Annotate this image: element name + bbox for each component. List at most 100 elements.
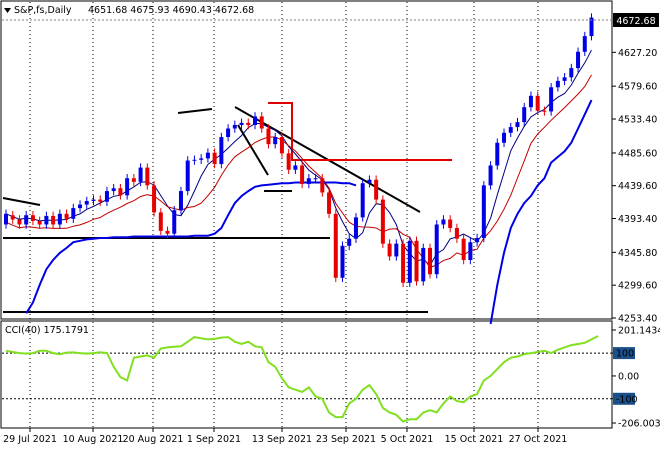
candle-body (333, 213, 338, 278)
candles (4, 13, 594, 288)
candle-body (118, 188, 123, 196)
candle-body (569, 68, 574, 78)
candle-body (192, 159, 197, 161)
price-tick-label: 4439.60 (618, 181, 657, 192)
current-price-badge (613, 13, 659, 27)
price-tick-label: 4393.40 (618, 214, 657, 225)
candle-body (414, 240, 419, 282)
candle-body (515, 122, 520, 128)
candle-body (542, 110, 547, 112)
drawn-lines (2, 102, 452, 313)
candle-body (488, 165, 493, 186)
candle-body (145, 167, 150, 186)
candle-body (30, 215, 35, 221)
candle-body (293, 165, 298, 170)
chart-ohlc-values: 4651.68 4675.93 4690.43 4672.68 (88, 5, 254, 16)
candle-body (91, 199, 96, 202)
candle-body (495, 142, 500, 166)
mid-moving-average (5, 74, 592, 268)
candle-body (448, 219, 453, 229)
candle-body (475, 237, 480, 243)
candle-body (313, 178, 318, 180)
candle-body (17, 219, 22, 225)
candle-body (360, 183, 365, 218)
price-tick-label: 4299.60 (618, 281, 657, 292)
time-tick-label: 27 Oct 2021 (509, 434, 568, 445)
chart-symbol-title: S&P,fs,Daily (14, 5, 72, 16)
candle-body (576, 51, 581, 69)
candle-body (266, 128, 271, 145)
price-tick-label: 4579.60 (618, 82, 657, 93)
price-tick-label: 4345.80 (618, 248, 657, 259)
time-tick-label: 29 Jul 2021 (3, 434, 57, 445)
candle-body (226, 128, 231, 138)
candle-body (253, 116, 258, 125)
candle-body (582, 36, 587, 52)
candle-body (57, 213, 62, 225)
slow-moving-average-recovery (489, 99, 593, 325)
candle-body (37, 220, 42, 225)
time-tick-label: 23 Sep 2021 (316, 434, 376, 445)
cci-line (5, 335, 599, 423)
candle-body (84, 201, 89, 205)
candle-body (205, 152, 210, 159)
candle-body (178, 191, 183, 211)
price-axis: 4627.20 4579.60 4533.40 4485.60 4439.60 4393.… (612, 48, 657, 325)
candle-body (340, 245, 345, 278)
candle-body (327, 192, 332, 214)
time-tick-label: 5 Oct 2021 (381, 434, 434, 445)
candle-body (468, 242, 473, 261)
candle-body (306, 178, 311, 184)
red-resistance-level (268, 102, 452, 161)
candle-body (185, 160, 190, 192)
time-tick-label: 1 Sep 2021 (187, 434, 241, 445)
candle-body (434, 224, 439, 275)
candle-body (219, 137, 224, 165)
price-tick-label: 4627.20 (618, 48, 657, 59)
candle-body (10, 215, 15, 220)
cci-tick-label: -206.0037 (618, 419, 660, 430)
candle-body (286, 153, 291, 170)
chevron-down-icon[interactable] (4, 8, 11, 13)
candle-body (522, 107, 527, 123)
candle-body (380, 199, 385, 244)
candle-body (555, 80, 560, 88)
candle-body (165, 230, 170, 234)
candle-body (441, 219, 446, 225)
cci-tick-label: 201.1434 (618, 326, 660, 337)
time-tick-label: 10 Aug 2021 (63, 434, 124, 445)
candle-body (44, 215, 49, 225)
candle-body (320, 178, 325, 193)
candle-body (111, 188, 116, 192)
candle-body (78, 204, 83, 209)
candle-body (125, 178, 130, 196)
candle-body (64, 213, 69, 219)
candle-body (401, 243, 406, 283)
candle-body (508, 127, 513, 133)
candle-body (454, 228, 459, 239)
cci-series (5, 335, 599, 423)
cci-level-badge (613, 347, 635, 360)
cci-tick-label: 100 (616, 349, 634, 360)
cci-level-badge (613, 392, 635, 405)
candle-body (232, 124, 237, 129)
candle-body (158, 212, 163, 231)
candle-body (279, 137, 284, 154)
time-tick-label: 13 Sep 2021 (252, 434, 312, 445)
time-tick-label: 15 Oct 2021 (445, 434, 504, 445)
candle-body (502, 132, 507, 143)
candle-body (24, 215, 29, 225)
time-tick-label: 20 Aug 2021 (123, 434, 184, 445)
candle-body (152, 185, 157, 213)
candle-body (212, 152, 217, 165)
september-top-trendline (177, 108, 213, 114)
candle-body (131, 178, 136, 182)
candle-body (4, 213, 8, 225)
candle-body (394, 243, 399, 257)
candle-body (98, 199, 103, 202)
cci-axis: 201.1434 100 0.00 -100 -206.0037 (612, 326, 660, 430)
candle-body (481, 185, 486, 238)
candle-body (239, 122, 244, 125)
candle-body (259, 116, 264, 129)
